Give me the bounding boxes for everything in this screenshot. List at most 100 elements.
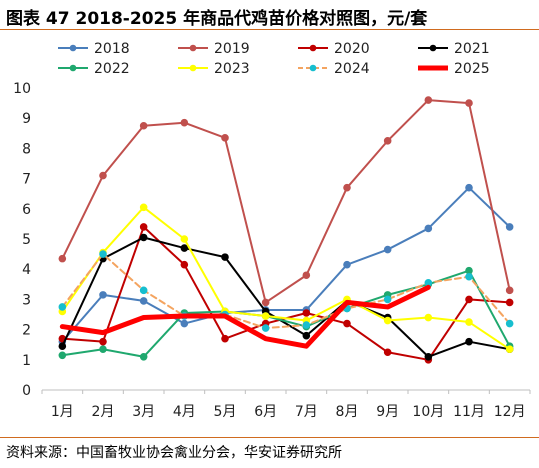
y-tick-label: 6 [22, 202, 31, 218]
legend-label: 2025 [454, 61, 490, 77]
data-point-2022 [99, 345, 107, 354]
data-point-2019 [302, 271, 311, 280]
legend-label: 2018 [94, 41, 130, 57]
data-point-2024 [139, 286, 148, 295]
data-point-2021 [465, 337, 473, 346]
data-point-2018 [424, 224, 433, 233]
legend-item-2025: 2025 [418, 61, 490, 77]
data-point-2021 [58, 342, 67, 351]
data-point-2020 [221, 334, 229, 343]
data-point-2018 [343, 260, 351, 269]
data-point-2018 [139, 297, 148, 305]
data-point-2024 [383, 295, 392, 304]
legend-item-2023: 2023 [178, 61, 250, 77]
series-line-2023 [61, 206, 511, 351]
data-point-2019 [383, 137, 392, 145]
x-tick-label: 4月 [173, 404, 196, 420]
chart-title: 图表 47 2018-2025 年商品代鸡苗价格对照图，元/套 [6, 9, 428, 29]
y-tick-label: 10 [13, 81, 31, 97]
data-point-2019 [180, 118, 189, 127]
data-point-2024 [261, 324, 270, 332]
legend-item-2022: 2022 [58, 61, 130, 77]
source-divider [0, 437, 539, 438]
data-point-2019 [99, 171, 107, 180]
series-line-2020 [61, 225, 511, 361]
data-point-2020 [180, 260, 189, 269]
y-tick-label: 8 [22, 141, 31, 157]
data-point-2019 [261, 298, 270, 307]
data-point-2023 [261, 312, 270, 320]
x-axis: 1月 2月 3月 4月 5月 6月 7月 8月 9月 10月 11月 12月 [41, 389, 531, 420]
data-point-2021 [221, 253, 229, 261]
legend-item-2024: 2024 [298, 61, 370, 77]
data-point-2019 [465, 99, 473, 107]
legend-marker-2023 [189, 64, 197, 72]
data-point-2023 [180, 235, 189, 243]
data-point-2019 [58, 254, 67, 263]
data-point-2018 [99, 291, 107, 299]
data-point-2023 [505, 345, 514, 354]
data-point-2019 [343, 183, 351, 192]
data-point-2020 [505, 298, 514, 307]
title-divider [0, 29, 539, 30]
x-tick-label: 9月 [376, 404, 399, 420]
data-point-2024 [465, 272, 473, 281]
data-point-2019 [139, 121, 148, 130]
data-point-2021 [180, 244, 189, 252]
legend-label: 2020 [334, 41, 370, 57]
legend-marker-2019 [189, 44, 197, 52]
legend-label: 2023 [214, 61, 250, 77]
data-point-2023 [139, 203, 148, 212]
data-point-2021 [302, 331, 311, 340]
data-point-2024 [99, 250, 107, 258]
legend-label: 2021 [454, 41, 490, 57]
data-point-2020 [99, 337, 107, 346]
line-chart: 2018 2019 2020 2021 2022 2023 2024 2025 0 1 2 3 4 5 6… [13, 41, 531, 420]
x-tick-label: 11月 [453, 404, 485, 420]
x-tick-label: 12月 [494, 404, 526, 420]
x-tick-label: 3月 [132, 404, 155, 420]
legend-item-2019: 2019 [178, 41, 250, 57]
data-point-2021 [139, 233, 148, 242]
y-tick-label: 5 [22, 232, 31, 248]
x-tick-label: 8月 [336, 404, 359, 420]
legend-marker-2020 [309, 44, 317, 52]
data-point-2024 [505, 319, 514, 328]
legend-label: 2022 [94, 61, 130, 77]
x-tick-label: 5月 [214, 404, 237, 420]
data-point-2023 [383, 316, 392, 325]
series-line-2019 [61, 99, 511, 304]
series-line-2021 [61, 236, 511, 358]
y-tick-label: 2 [22, 323, 31, 339]
legend-item-2020: 2020 [298, 41, 370, 57]
legend-marker-2022 [69, 64, 77, 72]
legend-label: 2019 [214, 41, 250, 57]
y-axis: 0 1 2 3 4 5 6 7 8 9 10 [13, 81, 31, 399]
y-tick-label: 3 [22, 292, 31, 308]
data-point-2024 [302, 321, 311, 329]
data-point-2019 [424, 96, 433, 104]
data-point-2024 [58, 303, 67, 311]
data-point-2023 [424, 313, 433, 322]
data-point-2018 [180, 319, 189, 328]
x-tick-label: 6月 [254, 404, 277, 420]
legend-marker-2024 [309, 64, 317, 72]
series-line-2024 [61, 253, 511, 330]
data-point-2022 [139, 352, 148, 361]
legend-item-2021: 2021 [418, 41, 490, 57]
plot-area [58, 96, 514, 364]
x-tick-label: 1月 [51, 404, 74, 420]
legend-marker-2021 [429, 44, 437, 52]
legend-label: 2024 [334, 61, 370, 77]
data-point-2020 [139, 223, 148, 231]
data-point-2023 [465, 318, 473, 326]
y-tick-label: 0 [22, 383, 31, 399]
series-line-2025 [59, 284, 431, 349]
data-point-2020 [465, 295, 473, 304]
legend-marker-2018 [69, 44, 77, 52]
data-point-2020 [343, 319, 351, 328]
data-point-2020 [302, 309, 311, 317]
y-tick-label: 7 [22, 172, 31, 188]
data-point-2019 [505, 286, 514, 295]
data-point-2019 [221, 134, 229, 142]
